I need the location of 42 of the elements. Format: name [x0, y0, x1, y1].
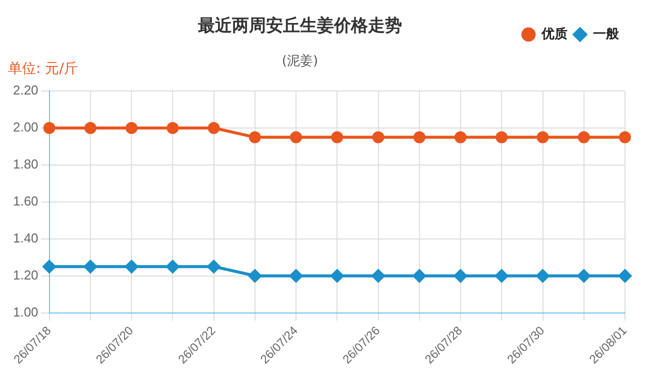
- point: [290, 131, 302, 144]
- point: [578, 131, 590, 144]
- chart-subtitle: (泥姜): [280, 52, 320, 70]
- point: [454, 131, 467, 144]
- point: [577, 269, 590, 282]
- point: [43, 122, 56, 134]
- point: [412, 269, 426, 282]
- point: [618, 269, 632, 282]
- point: [372, 131, 384, 144]
- point: [166, 122, 179, 134]
- chart-title: 最近两周安丘生姜价格走势: [197, 14, 403, 37]
- point: [125, 260, 138, 274]
- point: [166, 260, 180, 274]
- point: [248, 269, 262, 282]
- y-tick-label: 1.00: [12, 304, 38, 320]
- point: [42, 260, 56, 274]
- point: [208, 122, 220, 134]
- legend-label: 一般: [593, 26, 620, 42]
- y-tick-label: 1.80: [12, 156, 38, 172]
- y-tick-label: 2.00: [12, 120, 38, 135]
- y-tick-label: 1.60: [12, 193, 38, 208]
- y-axis-title: 单位: 元/斤: [8, 60, 78, 78]
- point: [331, 131, 344, 144]
- y-tick-label: 1.20: [12, 267, 38, 282]
- point: [372, 269, 385, 282]
- legend-label: 优质: [540, 26, 568, 42]
- point: [536, 269, 550, 282]
- point: [290, 269, 303, 282]
- point: [496, 131, 508, 144]
- y-tick-label: 2.20: [12, 82, 38, 98]
- point: [84, 122, 96, 134]
- point: [126, 122, 138, 134]
- point: [495, 269, 508, 282]
- point: [454, 269, 468, 282]
- y-tick-label: 1.40: [12, 230, 38, 246]
- point: [84, 260, 97, 274]
- point: [619, 131, 631, 144]
- point: [330, 269, 344, 282]
- point: [413, 131, 426, 144]
- point: [207, 260, 220, 274]
- point: [536, 131, 549, 144]
- point: [248, 131, 261, 144]
